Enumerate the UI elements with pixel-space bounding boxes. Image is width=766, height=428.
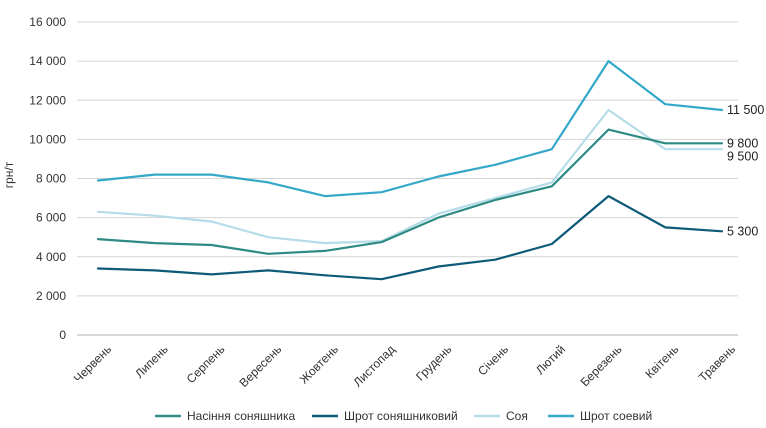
x-tick-label: Листопад <box>351 342 398 389</box>
y-tick-label: 4 000 <box>36 250 66 264</box>
end-value-label: 11 500 <box>727 103 764 117</box>
legend-label: Насіння соняшника <box>187 409 295 423</box>
x-tick-label: Лютий <box>533 342 568 377</box>
x-tick-label: Квітень <box>643 342 682 381</box>
y-tick-label: 2 000 <box>36 289 66 303</box>
x-axis-ticks: Червень Липень Серпень Вересень Жовтень Листо… <box>71 342 738 390</box>
x-tick-label: Липень <box>132 342 171 381</box>
y-tick-label: 6 000 <box>36 211 66 225</box>
series-line <box>96 195 724 281</box>
y-tick-label: 14 000 <box>29 54 66 68</box>
series-line <box>96 128 724 255</box>
legend-label: Шрот соевий <box>580 409 652 423</box>
y-tick-label: 12 000 <box>29 93 66 107</box>
end-value-label: 9 500 <box>727 149 758 163</box>
series-line <box>96 108 724 245</box>
y-tick-label: 10 000 <box>29 132 66 146</box>
end-value-label: 5 300 <box>727 224 758 238</box>
y-tick-label: 16 000 <box>29 15 66 29</box>
end-value-label: 9 800 <box>727 136 758 150</box>
x-tick-label: Вересень <box>237 342 285 390</box>
y-axis-ticks: 0 2 000 4 000 6 000 8 000 10 000 12 000 14 000 1… <box>29 15 66 342</box>
x-tick-label: Травень <box>696 342 738 384</box>
y-axis-label: грн/т <box>2 161 16 188</box>
legend-label: Шрот соняшниковий <box>344 409 458 423</box>
x-tick-label: Червень <box>71 342 114 385</box>
grid-lines <box>77 21 738 336</box>
end-value-labels: 9 800 5 300 9 500 11 500 <box>727 103 764 238</box>
x-tick-label: Березень <box>578 342 625 389</box>
x-tick-label: Січень <box>475 342 511 378</box>
x-tick-label: Серпень <box>184 342 228 386</box>
series-lines <box>96 59 724 281</box>
x-tick-label: Грудень <box>413 342 454 383</box>
series-line <box>96 59 724 198</box>
legend: Насіння соняшника Шрот соняшниковий Соя Шро… <box>155 409 652 423</box>
y-tick-label: 0 <box>59 328 66 342</box>
x-tick-label: Жовтень <box>297 342 341 386</box>
legend-label: Соя <box>506 409 528 423</box>
y-tick-label: 8 000 <box>36 172 66 186</box>
